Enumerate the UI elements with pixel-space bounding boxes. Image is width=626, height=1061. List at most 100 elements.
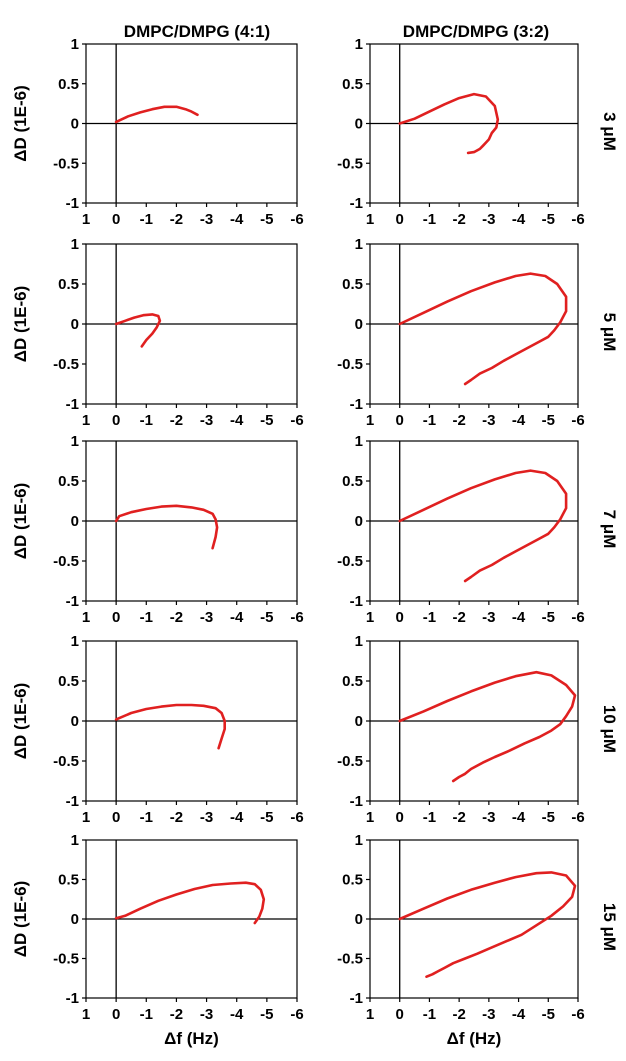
series-line	[398, 92, 500, 155]
y-tick-label: -1	[350, 396, 363, 413]
x-tick-label: -2	[452, 412, 465, 429]
x-tick-label: -5	[260, 609, 273, 626]
x-tick-label: 0	[396, 211, 404, 228]
x-tick-label: -2	[170, 1006, 183, 1023]
y-axis-title: ΔD (1E-6)	[11, 286, 30, 362]
row-label: 3 μM	[600, 112, 619, 151]
series-line	[398, 469, 568, 583]
chart-panel-3: -1 -0.5 0 0.5 1 1 0 -1 -2 -3 -4 -5 -6 ΔD (1E-6)	[11, 236, 304, 429]
x-tick-label: -2	[452, 609, 465, 626]
y-tick-label: 1	[71, 832, 79, 849]
y-tick-label: -0.5	[53, 753, 79, 770]
x-tick-label: -6	[571, 1006, 584, 1023]
x-tick-label: -4	[230, 809, 244, 826]
x-tick-label: -1	[140, 1006, 153, 1023]
x-tick-label: -5	[260, 412, 273, 429]
x-tick-label: -4	[230, 609, 244, 626]
x-tick-label: -3	[482, 809, 495, 826]
row-label: 10 μM	[600, 705, 619, 753]
chart-panel-5: -1 -0.5 0 0.5 1 1 0 -1 -2 -3 -4 -5 -6 ΔD (1E-6)	[11, 433, 304, 626]
chart-panel-2: -1 -0.5 0 0.5 1 1 0 -1 -2 -3 -4 -5 -6 3 μM	[337, 36, 619, 228]
y-tick-label: 1	[355, 36, 363, 53]
x-tick-label: 1	[366, 412, 374, 429]
y-tick-label: -1	[66, 396, 79, 413]
x-tick-label: -3	[200, 609, 213, 626]
y-tick-label: 0.5	[58, 872, 79, 889]
y-tick-label: 0	[71, 316, 79, 333]
y-tick-label: 1	[355, 633, 363, 650]
column-title-left: DMPC/DMPG (4:1)	[124, 22, 270, 41]
x-tick-label: -3	[200, 809, 213, 826]
y-axis-title: ΔD (1E-6)	[11, 483, 30, 559]
x-tick-label: 1	[82, 1006, 90, 1023]
x-tick-label: -4	[512, 1006, 526, 1023]
x-axis-title: Δf (Hz)	[447, 1029, 502, 1048]
x-tick-label: -4	[230, 1006, 244, 1023]
x-tick-label: 1	[82, 211, 90, 228]
chart-panel-9: -1 -0.5 0 0.5 1 1 0 -1 -2 -3 -4 -5 -6 ΔD (1E-6) Δf (Hz…	[11, 832, 304, 1048]
y-tick-label: -1	[350, 793, 363, 810]
row-label: 7 μM	[600, 510, 619, 549]
y-tick-label: -0.5	[53, 951, 79, 968]
x-tick-label: -1	[423, 609, 436, 626]
x-tick-label: -3	[482, 211, 495, 228]
x-tick-label: -3	[200, 412, 213, 429]
series-line	[114, 504, 219, 550]
x-tick-label: 1	[366, 1006, 374, 1023]
x-tick-label: -2	[452, 1006, 465, 1023]
y-axis-title: ΔD (1E-6)	[11, 85, 30, 161]
y-tick-label: -0.5	[53, 356, 79, 373]
y-tick-label: -1	[66, 593, 79, 610]
x-tick-label: 1	[366, 609, 374, 626]
column-title-right: DMPC/DMPG (3:2)	[403, 22, 549, 41]
y-tick-label: 0.5	[342, 872, 363, 889]
series-line	[114, 703, 226, 750]
y-tick-label: 0	[355, 316, 363, 333]
y-tick-label: 0	[355, 116, 363, 133]
x-tick-label: -2	[170, 211, 183, 228]
y-tick-label: 0	[355, 513, 363, 530]
y-tick-label: 1	[71, 633, 79, 650]
chart-panel-6: -1 -0.5 0 0.5 1 1 0 -1 -2 -3 -4 -5 -6 7 μM	[337, 433, 619, 626]
y-tick-label: 0.5	[58, 76, 79, 93]
x-tick-label: -6	[290, 412, 303, 429]
chart-panel-1: -1 -0.5 0 0.5 1 1 0 -1 -2 -3 -4 -5 -6 ΔD (1E-6)	[11, 36, 304, 228]
x-tick-label: -4	[512, 609, 526, 626]
x-tick-label: -1	[140, 609, 153, 626]
series-line	[398, 871, 577, 979]
x-tick-label: -1	[140, 211, 153, 228]
y-axis-title: ΔD (1E-6)	[11, 881, 30, 957]
y-tick-label: -1	[350, 593, 363, 610]
y-tick-label: 0.5	[58, 276, 79, 293]
y-tick-label: 1	[355, 236, 363, 253]
x-tick-label: 0	[112, 809, 120, 826]
y-tick-label: 1	[71, 36, 79, 53]
x-tick-label: -6	[571, 609, 584, 626]
x-tick-label: -3	[482, 609, 495, 626]
y-tick-label: 1	[355, 832, 363, 849]
y-tick-label: -1	[66, 793, 79, 810]
y-axis-title: ΔD (1E-6)	[11, 683, 30, 759]
y-tick-label: 0	[355, 911, 363, 928]
x-tick-label: -5	[542, 412, 555, 429]
y-tick-label: -0.5	[337, 951, 363, 968]
x-tick-label: -1	[423, 412, 436, 429]
y-tick-label: -0.5	[53, 553, 79, 570]
x-tick-label: -5	[542, 809, 555, 826]
y-tick-label: 0	[71, 513, 79, 530]
y-tick-label: -0.5	[337, 553, 363, 570]
x-tick-label: -6	[290, 1006, 303, 1023]
x-tick-label: 0	[112, 412, 120, 429]
x-tick-label: -6	[290, 809, 303, 826]
series-line	[398, 670, 577, 783]
y-tick-label: 1	[71, 433, 79, 450]
x-tick-label: -4	[512, 211, 526, 228]
x-tick-label: -3	[482, 412, 495, 429]
x-tick-label: -6	[571, 211, 584, 228]
y-tick-label: 0	[71, 116, 79, 133]
x-tick-label: -2	[452, 809, 465, 826]
x-tick-label: -4	[512, 412, 526, 429]
y-tick-label: 0	[71, 713, 79, 730]
x-tick-label: 0	[112, 211, 120, 228]
series-line	[114, 313, 162, 348]
